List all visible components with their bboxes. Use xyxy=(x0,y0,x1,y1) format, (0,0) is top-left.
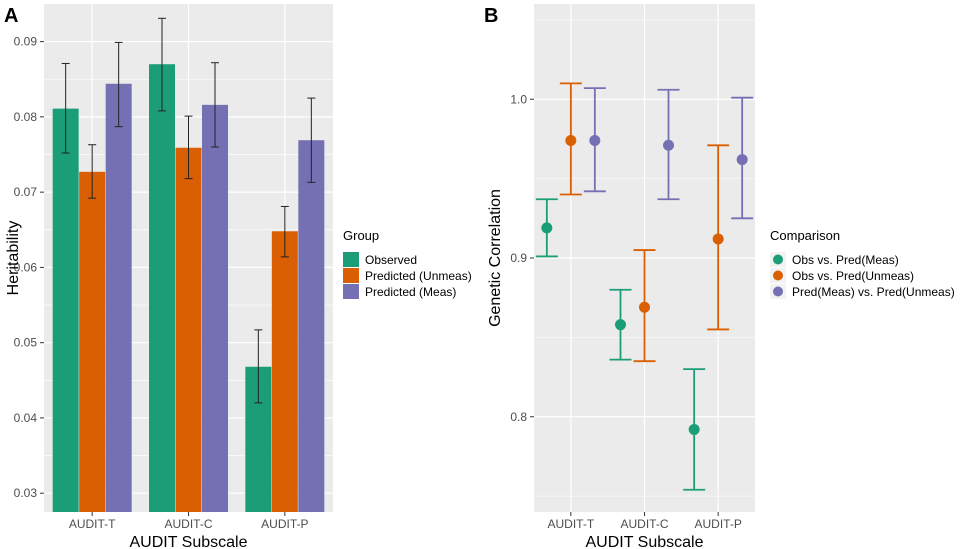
y-tick-label: 0.09 xyxy=(14,35,38,49)
x-axis-title: AUDIT Subscale xyxy=(586,534,704,549)
bar-observed-audit-t xyxy=(52,108,79,513)
bar-predicted-meas-audit-c xyxy=(202,104,228,512)
y-tick-label: 0.04 xyxy=(14,411,38,425)
panel-a: 0.03 0.04 0.05 0.06 0.07 0.08 0.09 AUDIT-T AUDIT… xyxy=(4,4,472,549)
x-tick-label: AUDIT-P xyxy=(694,517,741,531)
point-obs-vs-pred-meas-audit-p xyxy=(688,423,700,435)
point-pred-meas-vs-pred-unmeas-audit-t xyxy=(589,135,601,147)
x-axis-title: AUDIT Subscale xyxy=(130,534,248,549)
bar-predicted-unmeas-audit-p xyxy=(271,231,298,512)
legend-swatch-obs-vs-pred-unmeas xyxy=(773,270,783,281)
legend-swatch-predicted-meas xyxy=(343,284,359,299)
point-obs-vs-pred-meas-audit-c xyxy=(615,319,626,331)
bar-observed-audit-c xyxy=(149,64,175,513)
x-tick-label: AUDIT-P xyxy=(261,517,308,531)
bar-predicted-meas-audit-p xyxy=(298,140,325,513)
x-tick-label: AUDIT-C xyxy=(165,517,213,531)
legend-title: Comparison xyxy=(770,228,840,243)
x-tick-label: AUDIT-T xyxy=(547,517,594,531)
legend-swatch-pred-meas-vs-pred-unmeas xyxy=(773,286,783,297)
bar-predicted-unmeas-audit-c xyxy=(175,147,202,512)
y-axis-title: Genetic Correlation xyxy=(487,189,504,327)
y-tick-label: 0.08 xyxy=(14,110,38,124)
y-axis-title: Heritability xyxy=(5,221,22,296)
legend-swatch-observed xyxy=(343,252,359,267)
legend-title: Group xyxy=(343,228,379,243)
legend-label: Obs vs. Pred(Meas) xyxy=(792,253,899,267)
point-pred-meas-vs-pred-unmeas-audit-p xyxy=(736,154,748,166)
legend-swatch-predicted-unmeas xyxy=(343,268,359,283)
legend-label: Predicted (Meas) xyxy=(365,285,456,299)
y-tick-label: 0.07 xyxy=(14,185,38,199)
legend-swatch-obs-vs-pred-meas xyxy=(773,254,783,265)
panel-b: 0.8 0.9 1.0 AUDIT-T AUDIT-C AUDIT-P AUDIT Subs… xyxy=(484,4,955,549)
panel-label: B xyxy=(484,5,498,27)
y-tick-label: 1.0 xyxy=(510,92,527,106)
point-obs-vs-pred-unmeas-audit-c xyxy=(639,301,650,313)
legend-label: Obs vs. Pred(Unmeas) xyxy=(792,269,914,283)
legend-label: Pred(Meas) vs. Pred(Unmeas) xyxy=(792,285,955,299)
point-obs-vs-pred-meas-audit-t xyxy=(541,222,553,234)
y-tick-label: 0.05 xyxy=(14,336,38,350)
y-tick-label: 0.8 xyxy=(510,410,527,424)
legend-label: Predicted (Unmeas) xyxy=(365,269,472,283)
y-tick-label: 0.03 xyxy=(14,486,38,500)
legend-label: Observed xyxy=(365,253,417,267)
point-obs-vs-pred-unmeas-audit-p xyxy=(712,233,724,245)
x-tick-label: AUDIT-C xyxy=(621,517,669,531)
y-tick-label: 0.9 xyxy=(510,251,527,265)
y-tick-label: 0.06 xyxy=(14,260,38,274)
x-tick-label: AUDIT-T xyxy=(69,517,116,531)
bar-predicted-unmeas-audit-t xyxy=(79,171,106,512)
point-pred-meas-vs-pred-unmeas-audit-c xyxy=(663,139,674,151)
panel-label: A xyxy=(4,5,18,27)
bar-predicted-meas-audit-t xyxy=(105,83,132,513)
point-obs-vs-pred-unmeas-audit-t xyxy=(565,135,577,147)
